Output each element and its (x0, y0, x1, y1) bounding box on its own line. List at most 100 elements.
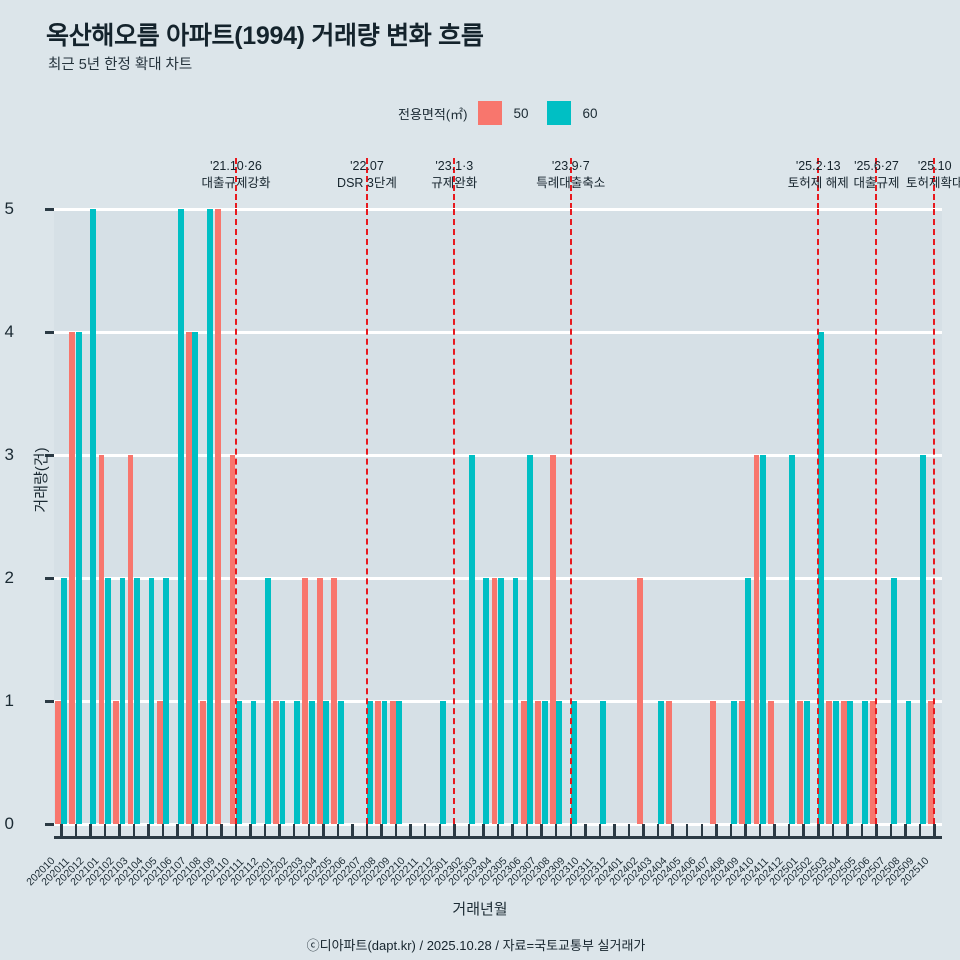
event-annotation: '23.1·3 규제완화 (384, 158, 524, 191)
y-tick-label: 5 (4, 199, 14, 218)
x-tick-mark (351, 824, 354, 836)
event-date: '25.10 (917, 159, 952, 173)
event-vline (234, 209, 237, 824)
x-tick-mark (74, 824, 78, 836)
event-annotation: '25.2·13 토허제 해제 (748, 158, 888, 191)
footer: ⓒ디아파트(dapt.kr) / 2025.10.28 / 자료=국토교통부 실… (0, 935, 960, 954)
x-tick-mark (787, 824, 791, 836)
bar (658, 701, 664, 824)
event-vline-upper (933, 158, 936, 209)
bar (381, 701, 388, 824)
bar (847, 701, 854, 824)
bar (206, 209, 213, 824)
x-tick-mark (685, 824, 689, 836)
y-tick-mark (45, 207, 54, 211)
event-annotation: '23.9·7 특례대출축소 (501, 158, 641, 191)
event-date: '23.9·7 (551, 159, 590, 173)
bar (308, 701, 315, 824)
bar (739, 701, 745, 824)
bar (302, 578, 309, 824)
event-name: 대출규제강화 (201, 175, 271, 190)
x-tick-mark (918, 824, 922, 836)
x-tick-mark (875, 824, 878, 836)
event-date: '23.1·3 (435, 159, 474, 173)
x-tick-mark (394, 824, 398, 836)
bar (797, 701, 804, 824)
x-tick-mark (438, 824, 442, 836)
x-tick-mark (292, 824, 296, 836)
bar (375, 701, 381, 824)
event-vline-upper (569, 158, 572, 209)
footer-text: ⓒ디아파트(dapt.kr) / 2025.10.28 / 자료=국토교통부 실… (306, 938, 646, 953)
bar (745, 578, 752, 824)
bar (753, 455, 760, 824)
bar (279, 701, 286, 824)
bar (396, 701, 402, 824)
x-tick-mark (249, 824, 252, 836)
bar (535, 701, 542, 824)
x-tick-mark (700, 824, 704, 836)
y-tick-mark (45, 330, 54, 334)
plot-area (54, 207, 942, 826)
x-tick-mark (103, 824, 107, 836)
event-name: DSR 3단계 (337, 175, 397, 190)
bar (192, 332, 199, 824)
bar (861, 701, 868, 824)
bar (127, 455, 134, 824)
x-tick-mark (89, 824, 92, 836)
x-tick-mark (569, 824, 573, 836)
bar (498, 578, 504, 824)
y-tick-label: 4 (4, 322, 14, 341)
bar (840, 701, 847, 824)
bar (730, 701, 737, 824)
x-tick-mark (263, 824, 267, 836)
bar (337, 701, 344, 824)
event-annotation: '25.6·27 대출규제 (806, 158, 946, 191)
event-vline-upper (365, 158, 368, 209)
bar (599, 701, 606, 824)
x-tick-mark (496, 824, 500, 836)
gridline (54, 576, 942, 580)
event-vline (933, 209, 936, 824)
event-annotation: '21.10·26 대출규제강화 (166, 158, 306, 191)
x-tick-mark (860, 824, 864, 836)
x-tick-mark (933, 824, 936, 836)
event-vline (365, 209, 368, 824)
x-tick-mark (467, 824, 471, 836)
x-tick-mark (889, 824, 893, 836)
gridline (54, 699, 942, 703)
event-vline-upper (817, 158, 819, 209)
x-tick-mark (278, 824, 281, 836)
bar (928, 701, 935, 824)
x-tick-mark (234, 824, 238, 836)
event-vline-upper (234, 158, 237, 209)
x-tick-mark (409, 824, 412, 836)
bar (389, 701, 396, 824)
event-vline (875, 209, 878, 824)
x-tick-mark (671, 824, 674, 836)
bar (666, 701, 673, 824)
chart-legend: 전용면적(㎡) 50 60 (398, 99, 616, 127)
bar (113, 701, 119, 824)
page-title: 옥산해오름 아파트(1994) 거래량 변화 흐름 (46, 22, 484, 50)
x-axis-title: 거래년월 (452, 901, 508, 918)
x-tick-mark (554, 824, 558, 836)
bar (250, 701, 257, 824)
event-vline (453, 209, 456, 824)
bar (832, 701, 839, 824)
gridline (54, 207, 942, 211)
x-tick-mark (642, 824, 645, 836)
x-tick-mark (380, 824, 383, 836)
x-tick-mark (132, 824, 136, 836)
event-date: '21.10·26 (210, 159, 262, 173)
y-tick-mark (45, 576, 54, 580)
bar (265, 578, 271, 824)
x-tick-mark (220, 824, 223, 836)
bar (512, 578, 519, 824)
bar (549, 455, 556, 824)
bar (920, 455, 926, 824)
bar (905, 701, 912, 824)
bar (468, 455, 475, 824)
legend-title: 전용면적(㎡) (398, 106, 468, 122)
bar (273, 701, 280, 824)
